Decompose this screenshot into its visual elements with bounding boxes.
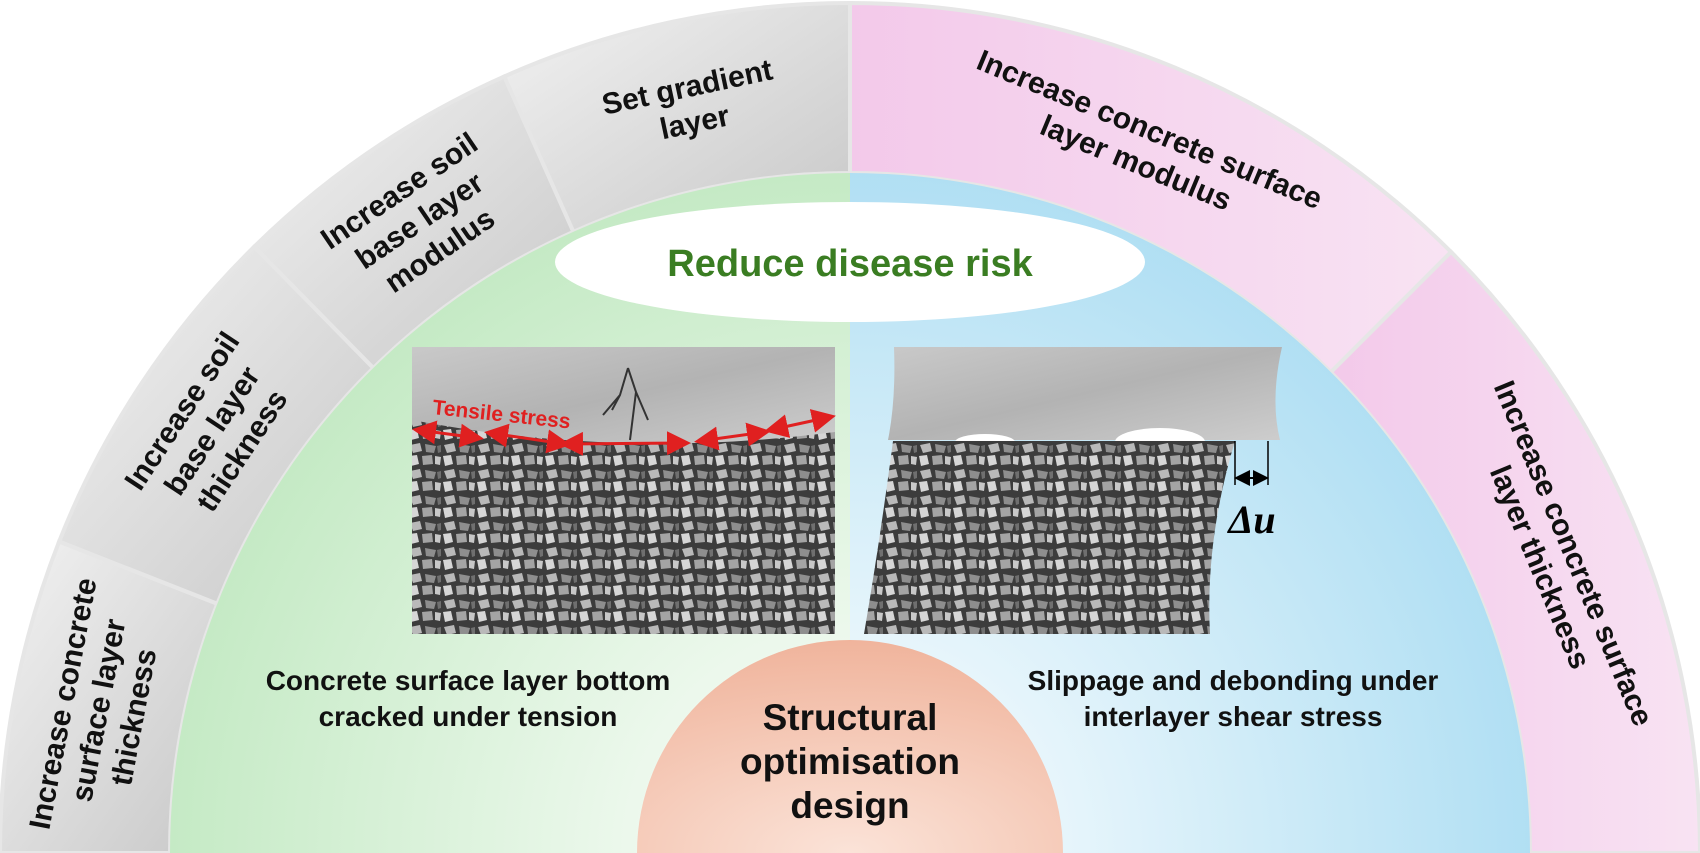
annotation: Δu [1226, 497, 1275, 542]
text-line: Concrete surface layer bottom [266, 665, 671, 696]
text-line: cracked under tension [319, 701, 618, 732]
text-line: Structural [763, 697, 938, 738]
text-line: Slippage and debonding under [1028, 665, 1439, 696]
text-line: interlayer shear stress [1084, 701, 1383, 732]
text-line: design [790, 785, 909, 826]
panel-slip: Δu [864, 347, 1282, 634]
text-line: optimisation [740, 741, 960, 782]
caption: Slippage and debonding under interlayer s… [1028, 665, 1439, 732]
goal-label: Reduce disease risk [667, 243, 1033, 285]
goal-ellipse [555, 202, 1145, 322]
core-label: Structural optimisation design [740, 697, 960, 826]
caption: Concrete surface layer bottom cracked und… [266, 665, 671, 732]
panel-crack: Tensile stress [412, 347, 836, 634]
core-semicircle [637, 640, 1063, 853]
